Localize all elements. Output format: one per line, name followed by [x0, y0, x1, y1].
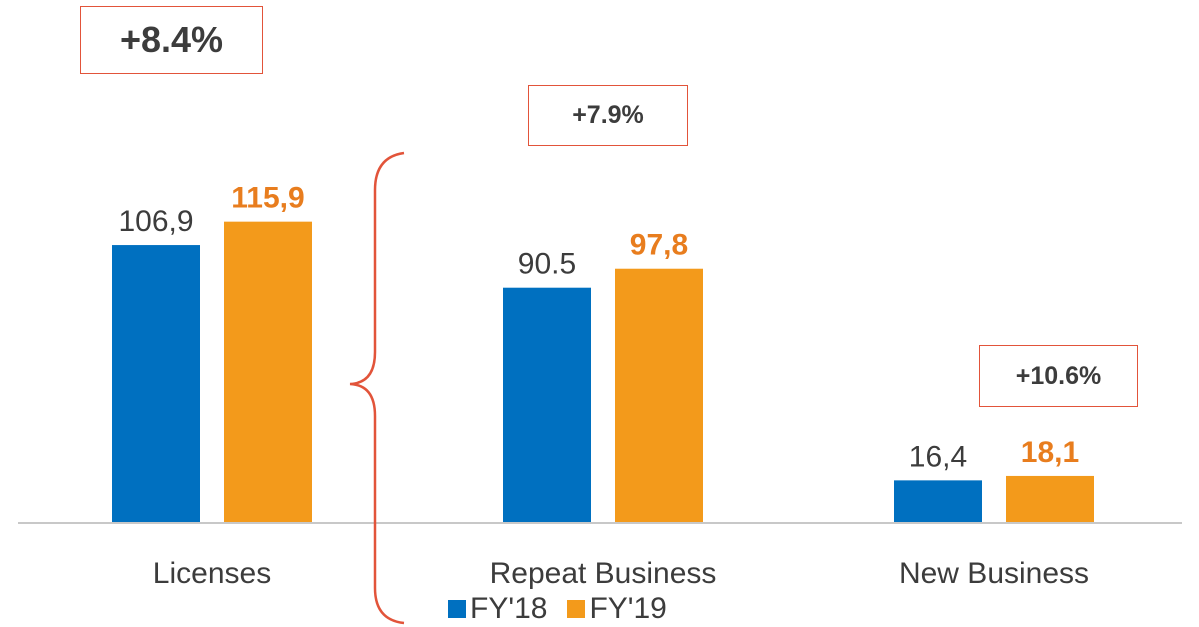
- bar-licenses-fy-19: [224, 221, 312, 523]
- growth-badge-repeat-business-text: +7.9%: [572, 101, 644, 129]
- value-label-new-business-fy-18: 16,4: [909, 440, 967, 473]
- bar-repeat-business-fy-19: [615, 268, 703, 523]
- growth-badge-licenses: +8.4%: [80, 6, 263, 74]
- value-labels-group: 106,9 115,9 90.5 97,8 16,4 18,1: [118, 182, 1079, 474]
- legend-label-fy19: FY'19: [589, 592, 667, 625]
- category-label-repeat-business: Repeat Business: [490, 557, 717, 590]
- legend: FY'18 FY'19: [448, 591, 687, 627]
- legend-item-fy18: FY'18: [448, 592, 547, 626]
- value-label-new-business-fy-19: 18,1: [1021, 436, 1079, 469]
- value-label-licenses-fy-18: 106,9: [118, 205, 193, 238]
- legend-label-fy18: FY'18: [470, 592, 548, 625]
- bar-new-business-fy-18: [894, 480, 982, 523]
- category-label-licenses: Licenses: [153, 557, 271, 590]
- bar-licenses-fy-18: [112, 245, 200, 523]
- value-label-repeat-business-fy-18: 90.5: [518, 248, 576, 281]
- value-label-repeat-business-fy-19: 97,8: [630, 229, 688, 262]
- category-labels-group: Licenses Repeat Business New Business: [153, 557, 1089, 590]
- bar-new-business-fy-19: [1006, 475, 1094, 523]
- brace-icon: [349, 151, 405, 625]
- growth-badge-licenses-text: +8.4%: [119, 19, 224, 60]
- legend-swatch-fy18: [448, 600, 466, 618]
- category-label-new-business: New Business: [899, 557, 1089, 590]
- bar-repeat-business-fy-18: [503, 287, 591, 523]
- growth-badge-new-business: +10.6%: [979, 345, 1138, 407]
- bars-group: [112, 221, 1094, 523]
- growth-badge-repeat-business: +7.9%: [528, 85, 688, 146]
- growth-badge-new-business-text: +10.6%: [1015, 361, 1102, 390]
- value-label-licenses-fy-19: 115,9: [231, 182, 304, 215]
- legend-swatch-fy19: [567, 600, 586, 618]
- legend-item-fy19: FY'19: [567, 592, 667, 626]
